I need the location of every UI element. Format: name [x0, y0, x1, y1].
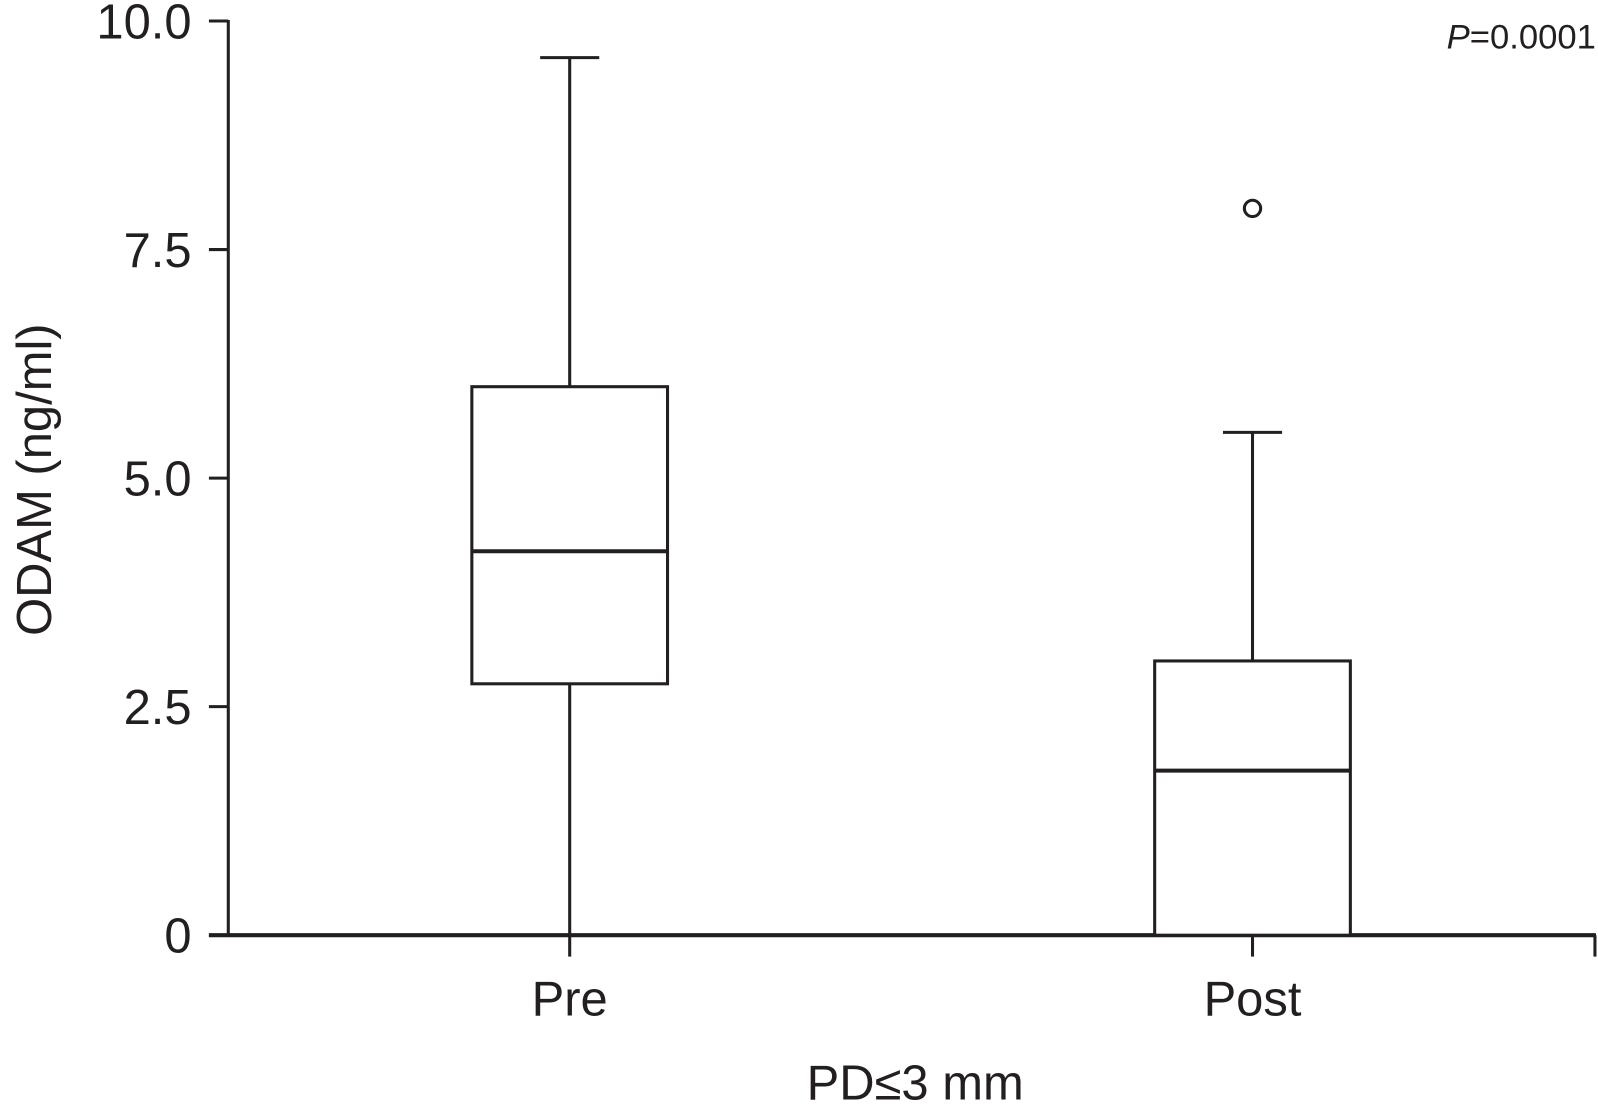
x-tick-label: Post: [1204, 973, 1302, 1027]
y-tick-label: 2.5: [124, 681, 192, 735]
box-post: [1153, 198, 1352, 937]
y-tick-label: 0: [164, 910, 191, 964]
x-tick-label: Pre: [532, 973, 608, 1027]
iqr-box: [470, 385, 670, 686]
y-tick-label: 5.0: [124, 452, 192, 506]
box-pre: [470, 56, 670, 937]
x-axis-label: PD≤3 mm: [807, 1056, 1024, 1104]
p-italic: P: [1447, 19, 1470, 57]
y-tick-label: 10.0: [96, 0, 191, 49]
iqr-box: [1153, 659, 1352, 937]
outlier-point: [1242, 198, 1263, 219]
axes: [208, 20, 1597, 957]
y-tick-label: 7.5: [124, 224, 192, 278]
y-axis-label: ODAM (ng/ml): [8, 323, 62, 635]
p-value-annotation: P=0.0001: [1447, 19, 1596, 57]
p-value: =0.0001: [1470, 19, 1596, 57]
